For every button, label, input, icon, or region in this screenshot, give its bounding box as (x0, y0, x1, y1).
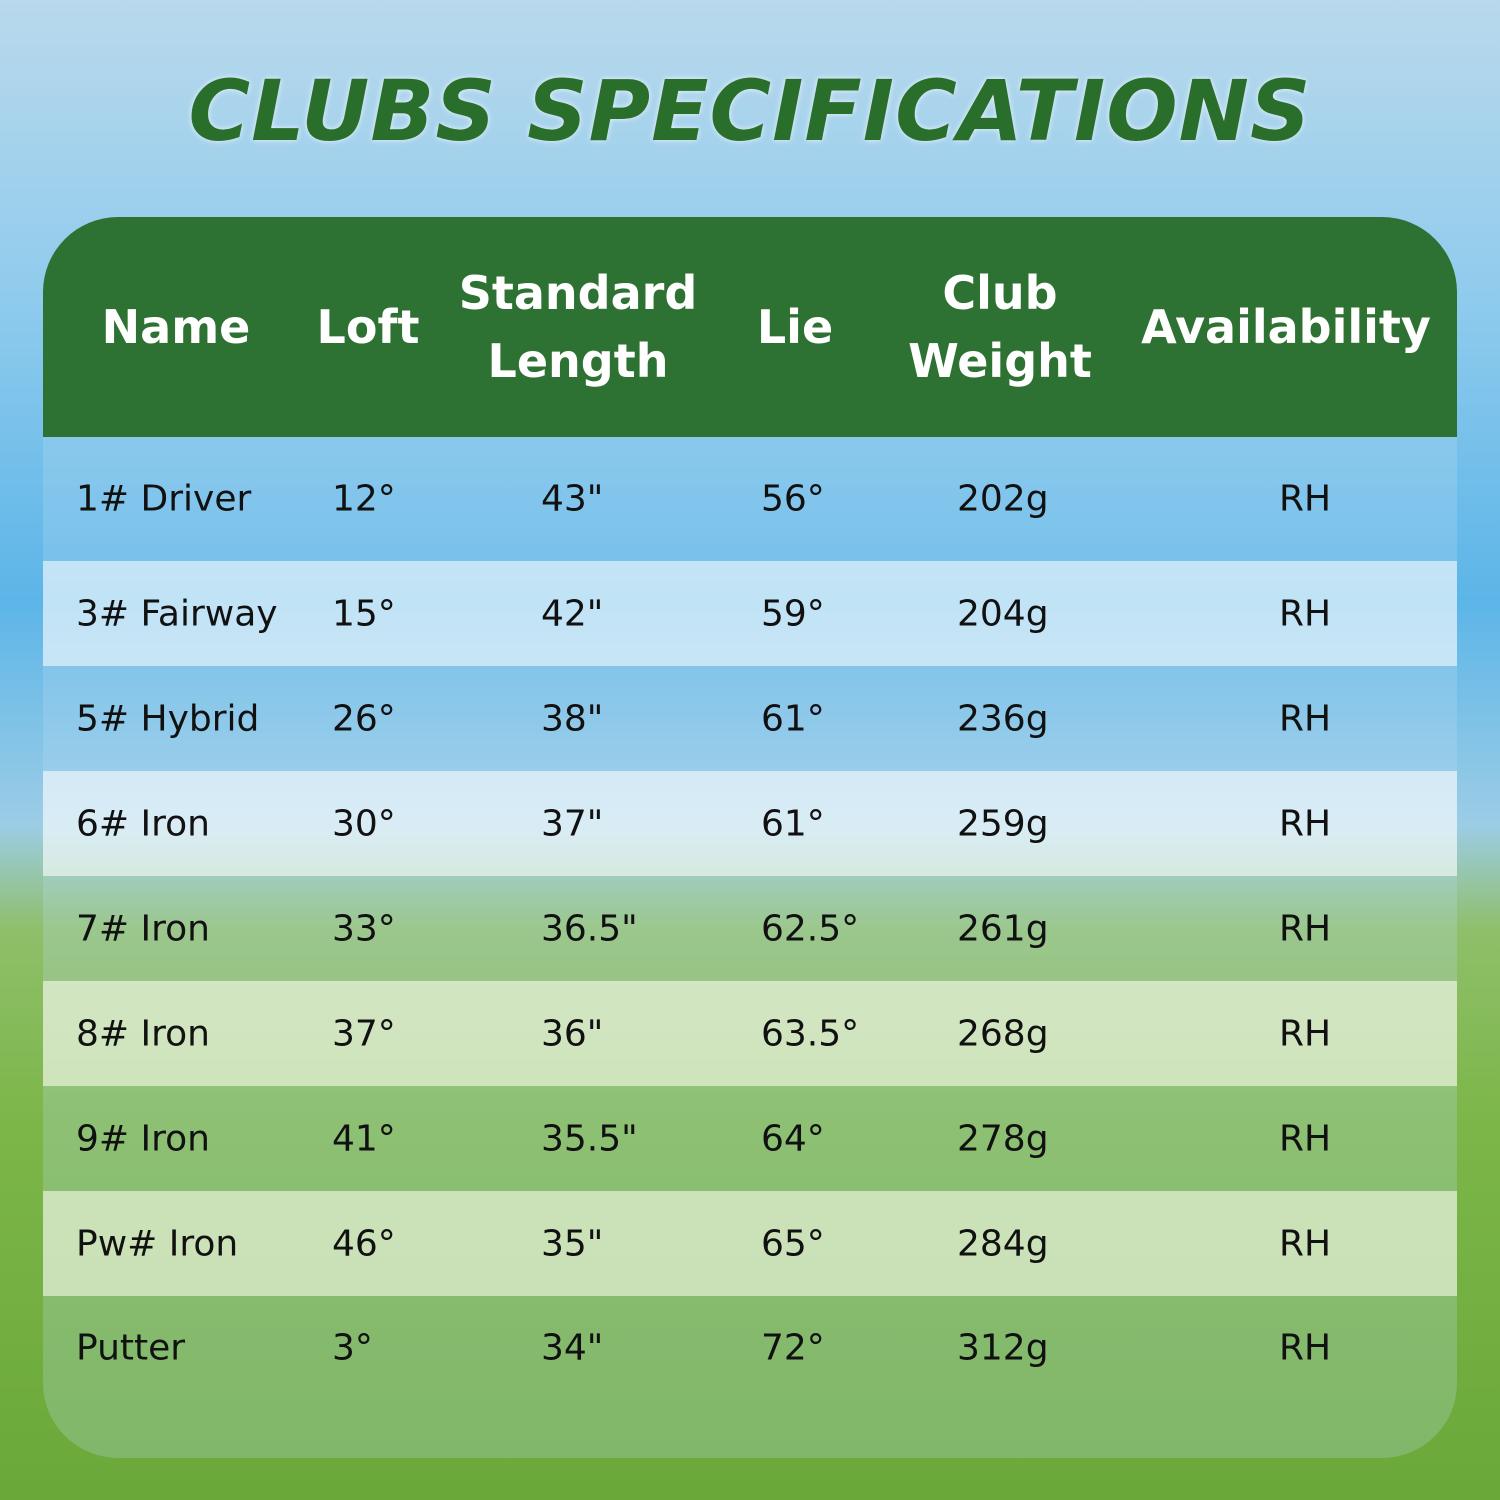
table-cell: 36.5" (541, 908, 638, 949)
table-cell: 46° (332, 1223, 396, 1264)
table-cell: 3# Fairway (76, 593, 278, 634)
table-cell: 65° (761, 1223, 825, 1264)
table-cell: Pw# Iron (76, 1223, 239, 1264)
table-cell: 202g (957, 478, 1049, 520)
table-cell: 30° (332, 803, 396, 844)
table-cell: 278g (957, 1118, 1049, 1159)
table-cell: 6# Iron (76, 803, 210, 844)
table-cell: 56° (761, 478, 825, 520)
column-header: Standard Length (458, 266, 698, 388)
table-header: Name Loft Standard Length Lie Club Weight Ava… (43, 217, 1457, 437)
table-cell: 259g (957, 803, 1049, 844)
table-cell: 37° (332, 1013, 396, 1054)
table-cell: 1# Driver (76, 478, 252, 520)
table-cell: RH (1279, 908, 1332, 949)
table-cell: RH (1279, 1327, 1332, 1369)
table-cell: 268g (957, 1013, 1049, 1054)
table-cell: 64° (761, 1118, 825, 1159)
table-cell: Putter (76, 1327, 186, 1369)
table-cell: 261g (957, 908, 1049, 949)
table-cell: 26° (332, 698, 396, 739)
table-cell: 9# Iron (76, 1118, 210, 1159)
page-title: CLUBS SPECIFICATIONS (188, 62, 1312, 160)
table-cell: 36" (541, 1013, 604, 1054)
table-cell: 37" (541, 803, 604, 844)
table-cell: 42" (541, 593, 604, 634)
table-row: 8# Iron 37° 36" 63.5° 268g RH (43, 981, 1457, 1086)
table-cell: RH (1279, 1013, 1332, 1054)
table-row: 9# Iron 41° 35.5" 64° 278g RH (43, 1086, 1457, 1191)
table-cell: 236g (957, 698, 1049, 739)
table-cell: 61° (761, 803, 825, 844)
table-cell: 312g (957, 1327, 1049, 1369)
table-row: 6# Iron 30° 37" 61° 259g RH (43, 771, 1457, 876)
table-cell: RH (1279, 1223, 1332, 1264)
table-cell: 63.5° (761, 1013, 860, 1054)
table-cell: 8# Iron (76, 1013, 210, 1054)
column-header: Name (101, 300, 251, 354)
table-cell: 62.5° (761, 908, 860, 949)
table-cell: 3° (332, 1327, 373, 1369)
column-header: Loft (316, 300, 420, 354)
table-cell: 59° (761, 593, 825, 634)
table-cell: 15° (332, 593, 396, 634)
table-cell: 284g (957, 1223, 1049, 1264)
table-cell: RH (1279, 1118, 1332, 1159)
table-cell: RH (1279, 478, 1332, 520)
specs-table: Name Loft Standard Length Lie Club Weight Ava… (43, 217, 1457, 1458)
table-row: Pw# Iron 46° 35" 65° 284g RH (43, 1191, 1457, 1296)
table-cell: 72° (761, 1327, 825, 1369)
table-cell: 61° (761, 698, 825, 739)
table-cell: 5# Hybrid (76, 698, 260, 739)
column-header: Lie (756, 300, 834, 354)
column-header: Availability (1141, 300, 1431, 354)
table-cell: 41° (332, 1118, 396, 1159)
column-header: Club Weight (908, 266, 1092, 388)
table-cell: 43" (541, 478, 604, 520)
table-cell: 7# Iron (76, 908, 210, 949)
table-cell: 12° (332, 478, 396, 520)
table-row: Putter 3° 34" 72° 312g RH (43, 1296, 1457, 1458)
table-cell: RH (1279, 593, 1332, 634)
table-row: 3# Fairway 15° 42" 59° 204g RH (43, 561, 1457, 666)
table-cell: 33° (332, 908, 396, 949)
table-row: 5# Hybrid 26° 38" 61° 236g RH (43, 666, 1457, 771)
table-cell: 38" (541, 698, 604, 739)
table-cell: 35" (541, 1223, 604, 1264)
table-cell: RH (1279, 698, 1332, 739)
table-cell: 204g (957, 593, 1049, 634)
table-row: 1# Driver 12° 43" 56° 202g RH (43, 437, 1457, 561)
table-row: 7# Iron 33° 36.5" 62.5° 261g RH (43, 876, 1457, 981)
table-cell: 34" (541, 1327, 604, 1369)
table-cell: RH (1279, 803, 1332, 844)
table-cell: 35.5" (541, 1118, 638, 1159)
